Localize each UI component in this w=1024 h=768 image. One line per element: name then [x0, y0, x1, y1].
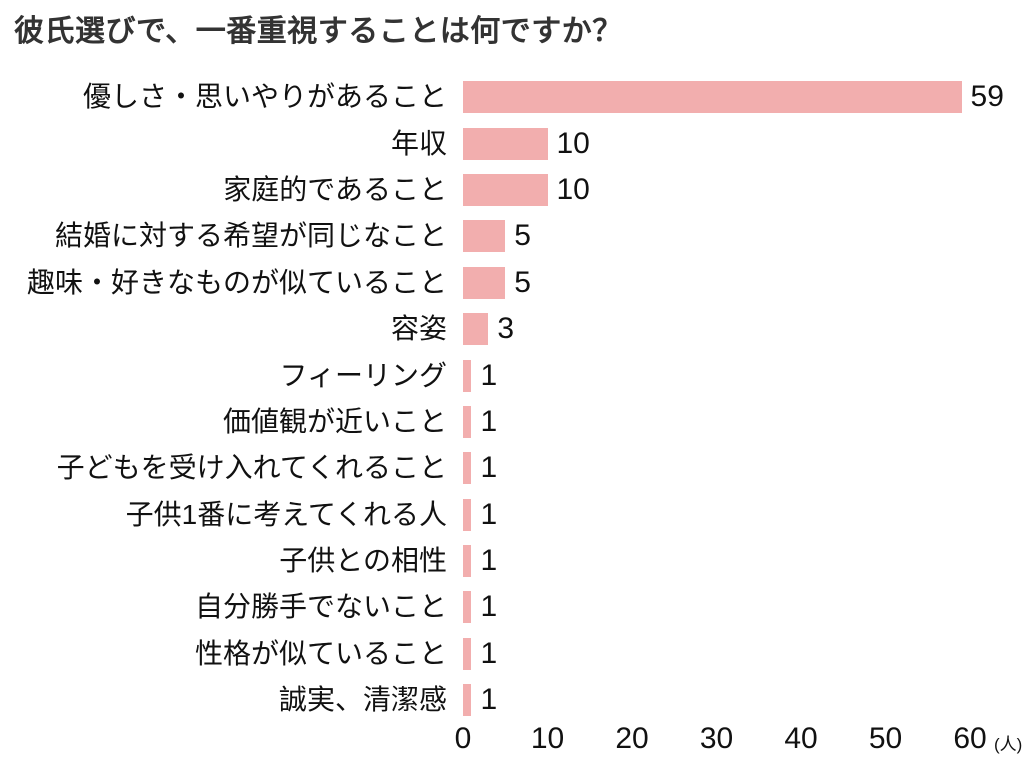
value-label: 1 [480, 404, 498, 438]
category-label: 趣味・好きなものが似ていること [26, 266, 447, 298]
value-label: 59 [970, 80, 1004, 114]
bar [463, 452, 472, 485]
bar [463, 359, 472, 392]
chart-row: 誠実、清潔感 1 [0, 677, 1024, 723]
value-label: 1 [480, 636, 498, 670]
bar-wrap: 1 [463, 404, 498, 438]
bar [463, 220, 506, 253]
chart-row: 価値観が近いこと 1 [0, 399, 1024, 445]
bar [463, 498, 472, 531]
value-label: 1 [480, 683, 498, 717]
bar [463, 81, 962, 114]
x-axis-tick-label: 20 [615, 722, 649, 755]
bar-wrap: 1 [463, 636, 498, 670]
x-axis-tick-label: 10 [530, 722, 565, 755]
bar [463, 127, 548, 160]
x-axis-unit-label: (人) [994, 735, 1023, 754]
bar-wrap: 1 [463, 358, 498, 392]
x-axis-tick-label: 40 [784, 722, 818, 755]
value-label: 3 [497, 312, 515, 346]
x-axis-tick-label: 0 [454, 722, 472, 755]
category-label: 自分勝手でないこと [194, 591, 447, 623]
chart-row: 趣味・好きなものが似ていること 5 [0, 260, 1024, 306]
bar-wrap: 1 [463, 544, 498, 578]
chart-row: 結婚に対する希望が同じなこと 5 [0, 213, 1024, 259]
bar-wrap: 10 [463, 172, 590, 206]
category-label: 性格が似ていること [194, 637, 447, 669]
category-label: 子供1番に考えてくれる人 [125, 498, 447, 530]
x-axis-tick-label: 60 [953, 722, 987, 755]
chart-row: 性格が似ていること 1 [0, 631, 1024, 677]
value-label: 1 [480, 544, 498, 578]
chart-row: 子供1番に考えてくれる人 1 [0, 492, 1024, 538]
value-label: 1 [480, 590, 498, 624]
bar-wrap: 3 [463, 312, 515, 346]
chart-row: フィーリング 1 [0, 352, 1024, 398]
bar [463, 684, 472, 717]
bar [463, 545, 472, 578]
bar-wrap: 5 [463, 265, 531, 299]
bar-wrap: 10 [463, 126, 590, 160]
value-label: 1 [480, 497, 498, 531]
chart-row: 年収 10 [0, 120, 1024, 166]
x-axis: 0 10 20 30 40 50 60 (人) [455, 722, 1023, 764]
bar [463, 591, 472, 624]
bar-wrap: 1 [463, 590, 498, 624]
bar [463, 405, 472, 438]
chart-title: 彼氏選びで、一番重視することは何ですか？ [14, 15, 623, 48]
category-label: 家庭的であること [223, 173, 447, 205]
chart-row: 家庭的であること 10 [0, 167, 1024, 213]
bar-wrap: 5 [463, 219, 531, 253]
category-label: フィーリング [279, 359, 447, 391]
bar-wrap: 1 [463, 497, 498, 531]
chart-row: 子供との相性 1 [0, 538, 1024, 584]
category-label: 優しさ・思いやりがあること [82, 81, 447, 113]
bar [463, 637, 472, 670]
x-axis-tick-label: 30 [699, 722, 734, 755]
value-label: 1 [480, 451, 498, 485]
chart-row: 優しさ・思いやりがあること 59 [0, 74, 1024, 120]
value-label: 1 [480, 358, 498, 392]
bar [463, 313, 489, 346]
bar-wrap: 59 [463, 80, 1004, 114]
bar [463, 173, 548, 206]
chart-row: 容姿 3 [0, 306, 1024, 352]
category-label: 価値観が近いこと [222, 405, 447, 437]
category-label: 結婚に対する希望が同じなこと [54, 220, 447, 252]
value-label: 10 [556, 126, 590, 160]
category-label: 容姿 [390, 313, 447, 345]
value-label: 5 [514, 219, 531, 253]
category-label: 年収 [390, 127, 447, 159]
value-label: 10 [556, 172, 590, 206]
value-label: 5 [514, 265, 531, 299]
bar [463, 266, 506, 299]
x-axis-tick-label: 50 [868, 722, 903, 755]
bar-wrap: 1 [463, 451, 498, 485]
category-label: 子供との相性 [279, 545, 447, 577]
chart-plot-area: 優しさ・思いやりがあること 59 年収 10 家庭的であること 10 結婚に対する希望が同じ… [0, 74, 1024, 723]
category-label: 誠実、清潔感 [278, 684, 447, 716]
category-label: 子どもを受け入れてくれること [56, 452, 447, 484]
chart-row: 自分勝手でないこと 1 [0, 584, 1024, 630]
chart-row: 子どもを受け入れてくれること 1 [0, 445, 1024, 491]
bar-wrap: 1 [463, 683, 498, 717]
